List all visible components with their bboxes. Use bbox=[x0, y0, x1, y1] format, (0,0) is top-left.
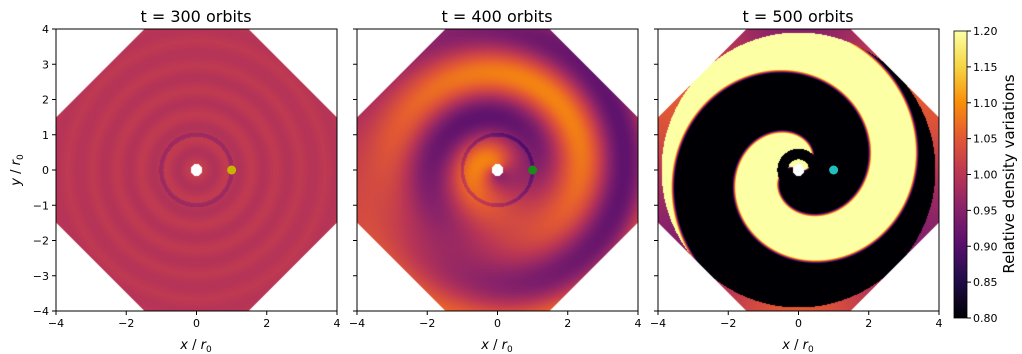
x-tick-label: −2 bbox=[118, 317, 134, 330]
x-tick-label: 4 bbox=[936, 317, 943, 330]
y-tick-label: −2 bbox=[33, 235, 49, 248]
panel-1-xticks: −4 −2 0 2 4 bbox=[48, 311, 341, 330]
x-tick-label: 2 bbox=[564, 317, 571, 330]
colorbar-tick-label: 0.80 bbox=[973, 312, 998, 325]
planet-marker-1 bbox=[227, 165, 237, 175]
x-tick-label: −4 bbox=[349, 317, 365, 330]
panel-2-title: t = 400 orbits bbox=[441, 7, 552, 26]
x-tick-label: 4 bbox=[635, 317, 642, 330]
x-tick-label: −2 bbox=[720, 317, 736, 330]
x-tick-label: 2 bbox=[865, 317, 872, 330]
colorbar-ticks: 0.80 0.85 0.90 0.95 1.00 1.05 1.10 1.15 1.20 bbox=[967, 25, 998, 325]
y-tick-label: 1 bbox=[42, 129, 49, 142]
panel-1-yticks: −4 −3 −2 −1 0 1 2 3 4 bbox=[33, 23, 56, 318]
panel-1-ylabel: y / r0 bbox=[9, 154, 26, 187]
colorbar-tick-label: 1.05 bbox=[973, 133, 998, 146]
panel-2: t = 400 orbits −4 −2 0 2 4 x / r0 bbox=[349, 7, 642, 354]
panel-3-heatmap bbox=[658, 29, 939, 311]
panel-1: t = 300 orbits −4 −2 0 2 4 −4 −3 −2 −1 0 1 2 3 4 x /… bbox=[9, 7, 341, 354]
x-tick-label: −4 bbox=[48, 317, 64, 330]
planet-marker-2 bbox=[528, 165, 538, 175]
panel-2-xlabel: x / r0 bbox=[480, 338, 513, 354]
colorbar: 0.80 0.85 0.90 0.95 1.00 1.05 1.10 1.15 1.20 Rel… bbox=[953, 25, 1018, 325]
y-tick-label: 3 bbox=[42, 58, 49, 71]
panel-1-title: t = 300 orbits bbox=[140, 7, 251, 26]
panel-1-heatmap bbox=[56, 29, 337, 311]
panel-3-xticks: −4 −2 0 2 4 bbox=[650, 311, 943, 330]
panel-2-xticks: −4 −2 0 2 4 bbox=[349, 311, 642, 330]
colorbar-tick-label: 1.10 bbox=[973, 97, 998, 110]
colorbar-tick-label: 0.85 bbox=[973, 276, 998, 289]
y-tick-label: 2 bbox=[42, 94, 49, 107]
x-tick-label: 4 bbox=[334, 317, 341, 330]
y-tick-label: −1 bbox=[33, 199, 49, 212]
x-tick-label: 0 bbox=[494, 317, 501, 330]
panel-3-title: t = 500 orbits bbox=[742, 7, 853, 26]
x-tick-label: 0 bbox=[795, 317, 802, 330]
y-tick-label: 0 bbox=[42, 164, 49, 177]
colorbar-tick-label: 1.00 bbox=[973, 169, 998, 182]
x-tick-label: −4 bbox=[650, 317, 666, 330]
colorbar-gradient bbox=[953, 30, 968, 319]
panel-2-yticks bbox=[353, 28, 357, 312]
y-tick-label: 4 bbox=[42, 23, 49, 36]
colorbar-tick-label: 0.90 bbox=[973, 240, 998, 253]
colorbar-label: Relative density variations bbox=[1000, 74, 1018, 273]
planet-marker-3 bbox=[829, 165, 839, 175]
panel-2-heatmap bbox=[357, 29, 638, 311]
colorbar-tick-label: 1.15 bbox=[973, 61, 998, 74]
colorbar-tick-label: 1.20 bbox=[973, 25, 998, 38]
colorbar-tick-label: 0.95 bbox=[973, 204, 998, 217]
panel-3: t = 500 orbits −4 −2 0 2 4 x / r0 bbox=[650, 7, 943, 354]
panel-3-xlabel: x / r0 bbox=[781, 338, 814, 354]
x-tick-label: 2 bbox=[263, 317, 270, 330]
panel-1-xlabel: x / r0 bbox=[179, 338, 212, 354]
y-tick-label: −3 bbox=[33, 270, 49, 283]
y-tick-label: −4 bbox=[33, 305, 49, 318]
x-tick-label: −2 bbox=[419, 317, 435, 330]
x-tick-label: 0 bbox=[193, 317, 200, 330]
panel-3-yticks bbox=[654, 28, 658, 312]
